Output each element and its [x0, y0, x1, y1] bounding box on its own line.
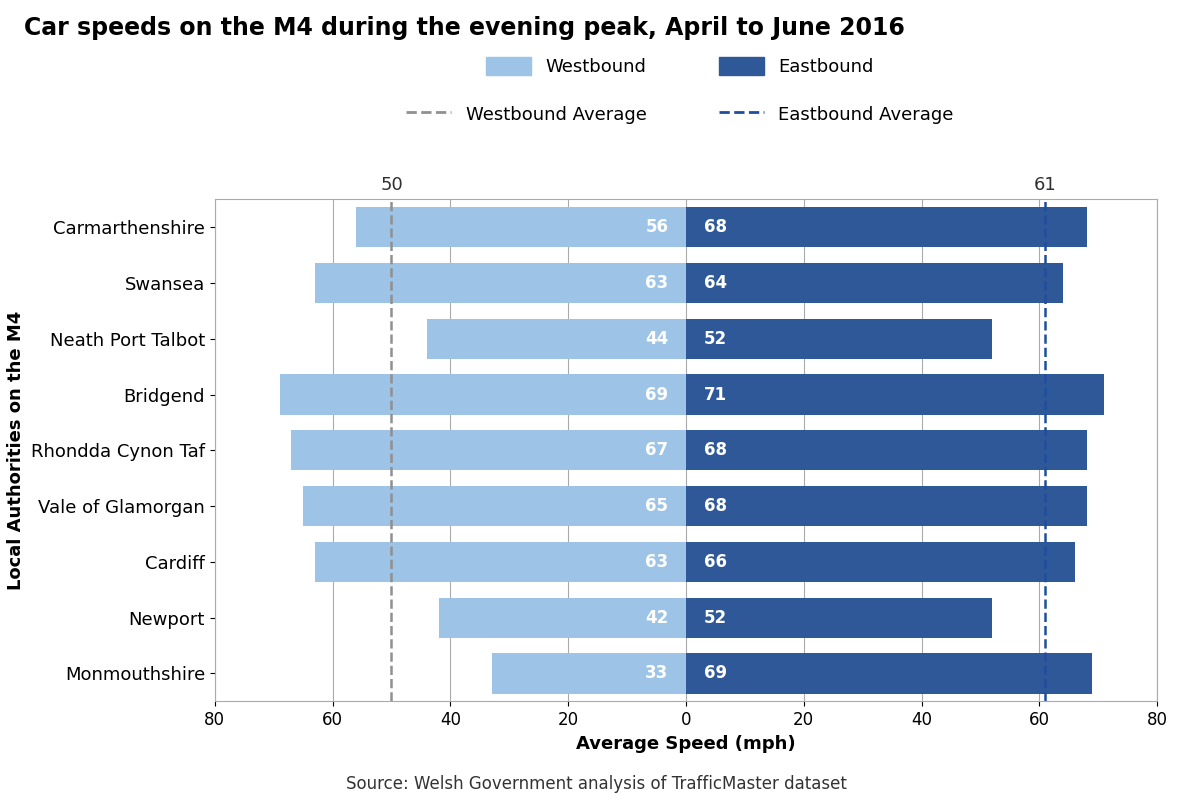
- Bar: [686, 207, 1087, 247]
- Bar: [291, 430, 686, 470]
- Text: 68: 68: [704, 442, 727, 459]
- Bar: [356, 207, 686, 247]
- Text: 68: 68: [704, 497, 727, 515]
- Text: 63: 63: [645, 553, 668, 571]
- Bar: [686, 430, 1087, 470]
- Legend: Westbound, Eastbound: Westbound, Eastbound: [487, 57, 873, 77]
- Bar: [686, 263, 1063, 303]
- Bar: [279, 375, 686, 414]
- Text: 56: 56: [645, 218, 668, 236]
- Bar: [686, 542, 1075, 582]
- Bar: [315, 263, 686, 303]
- Bar: [686, 486, 1087, 526]
- Text: 67: 67: [645, 442, 668, 459]
- Text: 69: 69: [645, 386, 668, 403]
- Bar: [686, 654, 1093, 693]
- Bar: [686, 319, 993, 359]
- Bar: [686, 598, 993, 638]
- Y-axis label: Local Authorities on the M4: Local Authorities on the M4: [7, 311, 25, 590]
- Bar: [303, 486, 686, 526]
- X-axis label: Average Speed (mph): Average Speed (mph): [576, 735, 796, 752]
- Bar: [686, 375, 1105, 414]
- Text: Source: Welsh Government analysis of TrafficMaster dataset: Source: Welsh Government analysis of Tra…: [346, 775, 847, 793]
- Text: 52: 52: [704, 609, 727, 626]
- Text: 61: 61: [1034, 175, 1057, 194]
- Text: 64: 64: [704, 274, 727, 292]
- Text: 42: 42: [645, 609, 668, 626]
- Text: 69: 69: [704, 665, 727, 682]
- Text: 66: 66: [704, 553, 727, 571]
- Bar: [315, 542, 686, 582]
- Legend: Westbound Average, Eastbound Average: Westbound Average, Eastbound Average: [406, 104, 954, 124]
- Text: 68: 68: [704, 218, 727, 236]
- Text: Car speeds on the M4 during the evening peak, April to June 2016: Car speeds on the M4 during the evening …: [24, 16, 904, 40]
- Text: 63: 63: [645, 274, 668, 292]
- Text: 65: 65: [645, 497, 668, 515]
- Bar: [427, 319, 686, 359]
- Text: 33: 33: [645, 665, 668, 682]
- Bar: [492, 654, 686, 693]
- Text: 52: 52: [704, 330, 727, 347]
- Text: 44: 44: [645, 330, 668, 347]
- Text: 50: 50: [381, 175, 403, 194]
- Bar: [439, 598, 686, 638]
- Text: 71: 71: [704, 386, 727, 403]
